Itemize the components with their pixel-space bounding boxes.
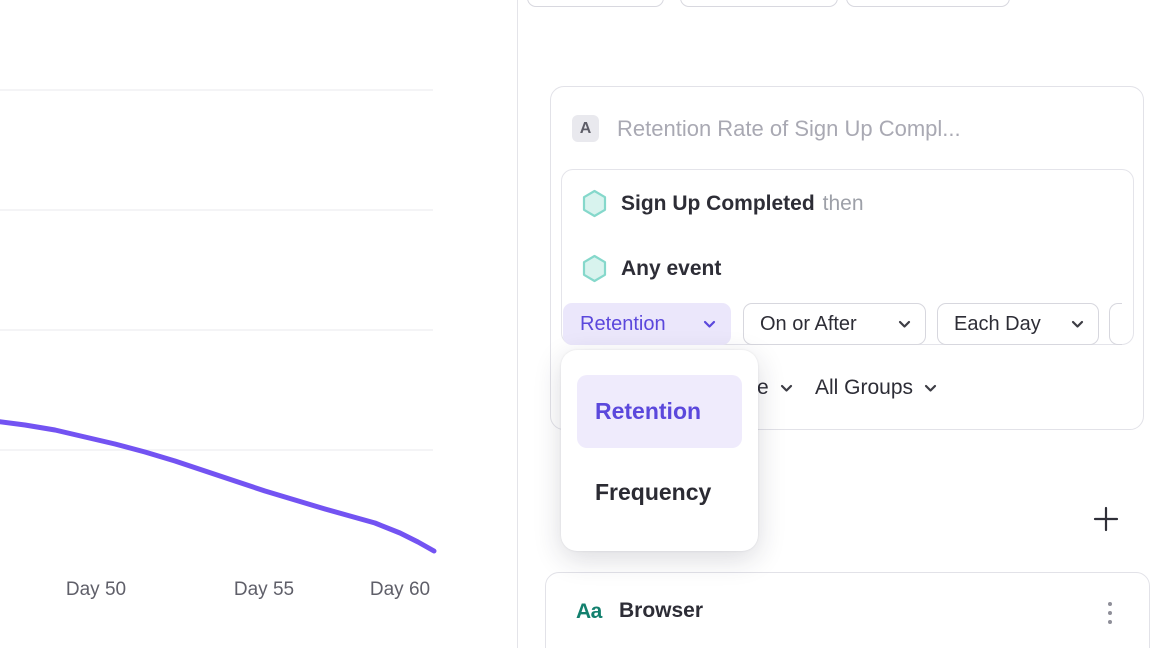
all-groups-dropdown-button[interactable]: All Groups <box>815 376 937 400</box>
event-name: Any event <box>621 256 722 280</box>
measure-dropdown-menu: Retention Frequency <box>561 350 758 551</box>
measure-dropdown-label: Retention <box>580 312 666 335</box>
event-suffix: then <box>822 191 864 215</box>
occluded-dropdown-button[interactable]: e <box>757 376 793 400</box>
toolbar-button-cut-2[interactable] <box>680 0 838 7</box>
chevron-down-icon <box>924 384 937 393</box>
retention-chart: Day 50 Day 55 Day 60 <box>0 0 517 648</box>
series-badge: A <box>572 115 599 142</box>
measure-dropdown-button[interactable]: Retention <box>563 303 731 345</box>
x-axis-tick-day-50: Day 50 <box>65 579 127 600</box>
x-axis-tick-day-60: Day 60 <box>369 579 431 600</box>
on-or-after-dropdown-button[interactable]: On or After <box>743 303 926 345</box>
breakdown-property-label: Browser <box>619 599 704 622</box>
menu-item-frequency[interactable]: Frequency <box>595 478 712 505</box>
chevron-down-icon <box>780 384 793 393</box>
occluded-dropdown-label-fragment: e <box>757 376 769 399</box>
event-hexagon-icon <box>581 189 608 218</box>
x-axis-tick-day-55: Day 55 <box>233 579 295 600</box>
event-hexagon-icon <box>581 254 608 283</box>
string-type-icon: Aa <box>576 600 602 623</box>
events-card: Sign Up Completed then Any event Retenti… <box>561 169 1134 345</box>
group-row: e All Groups <box>551 376 1143 406</box>
on-or-after-label: On or After <box>760 312 857 335</box>
interval-dropdown-button[interactable]: Each Day <box>937 303 1099 345</box>
chevron-down-icon <box>703 320 716 329</box>
panel-divider <box>517 0 518 648</box>
plus-icon <box>1093 506 1119 532</box>
add-button[interactable] <box>1092 505 1120 533</box>
interval-label: Each Day <box>954 312 1041 335</box>
query-card: A Sign Up Completed then Any event Reten… <box>550 86 1144 430</box>
kebab-menu-icon[interactable] <box>1106 600 1114 626</box>
report-title-input[interactable] <box>615 109 1124 149</box>
menu-item-retention[interactable]: Retention <box>577 375 742 448</box>
retention-line-chart <box>0 89 437 554</box>
event-row-sign-up-completed[interactable]: Sign Up Completed then <box>581 189 864 218</box>
toolbar-button-cut-1[interactable] <box>527 0 664 7</box>
event-row-any-event[interactable]: Any event <box>581 254 729 283</box>
breakdown-card[interactable]: Aa Browser <box>545 572 1150 648</box>
all-groups-label: All Groups <box>815 376 914 399</box>
chevron-down-icon <box>898 320 911 329</box>
event-name: Sign Up Completed <box>621 191 815 215</box>
chevron-down-icon <box>1071 320 1084 329</box>
toolbar-button-cut-3[interactable] <box>846 0 1010 7</box>
clipped-dropdown-button[interactable] <box>1109 303 1122 345</box>
